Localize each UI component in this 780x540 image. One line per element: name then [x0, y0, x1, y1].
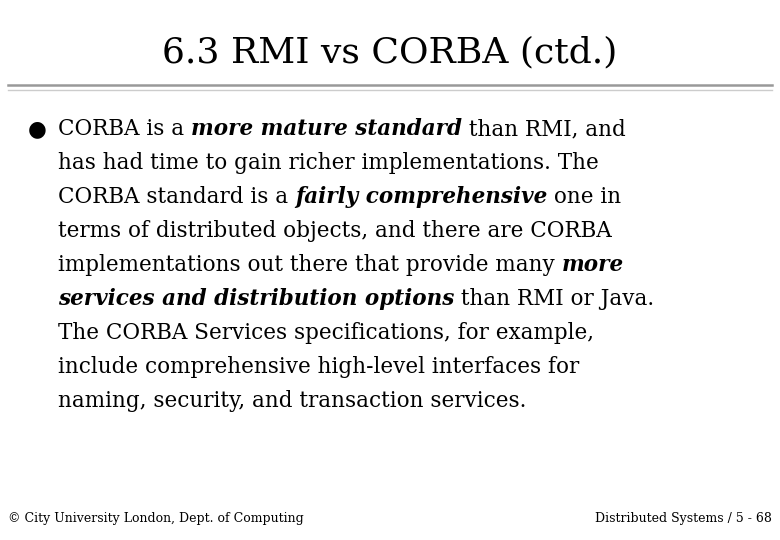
Text: than RMI, and: than RMI, and: [462, 118, 626, 140]
Text: more: more: [562, 254, 624, 276]
Text: services and distribution options: services and distribution options: [58, 288, 455, 310]
Text: include comprehensive high-level interfaces for: include comprehensive high-level interfa…: [58, 356, 580, 378]
Text: © City University London, Dept. of Computing: © City University London, Dept. of Compu…: [8, 512, 303, 525]
Text: fairly comprehensive: fairly comprehensive: [295, 186, 548, 208]
Text: The CORBA Services specifications, for example,: The CORBA Services specifications, for e…: [58, 322, 594, 344]
Text: more mature standard: more mature standard: [191, 118, 462, 140]
Text: naming, security, and transaction services.: naming, security, and transaction servic…: [58, 390, 527, 412]
Text: ●: ●: [28, 118, 47, 140]
Text: one in: one in: [548, 186, 622, 208]
Text: CORBA is a: CORBA is a: [58, 118, 191, 140]
Text: CORBA standard is a: CORBA standard is a: [58, 186, 295, 208]
Text: has had time to gain richer implementations. The: has had time to gain richer implementati…: [58, 152, 599, 174]
Text: than RMI or Java.: than RMI or Java.: [455, 288, 654, 310]
Text: Distributed Systems / 5 - 68: Distributed Systems / 5 - 68: [595, 512, 772, 525]
Text: 6.3 RMI vs CORBA (ctd.): 6.3 RMI vs CORBA (ctd.): [162, 35, 618, 69]
Text: implementations out there that provide many: implementations out there that provide m…: [58, 254, 562, 276]
Text: terms of distributed objects, and there are CORBA: terms of distributed objects, and there …: [58, 220, 612, 242]
